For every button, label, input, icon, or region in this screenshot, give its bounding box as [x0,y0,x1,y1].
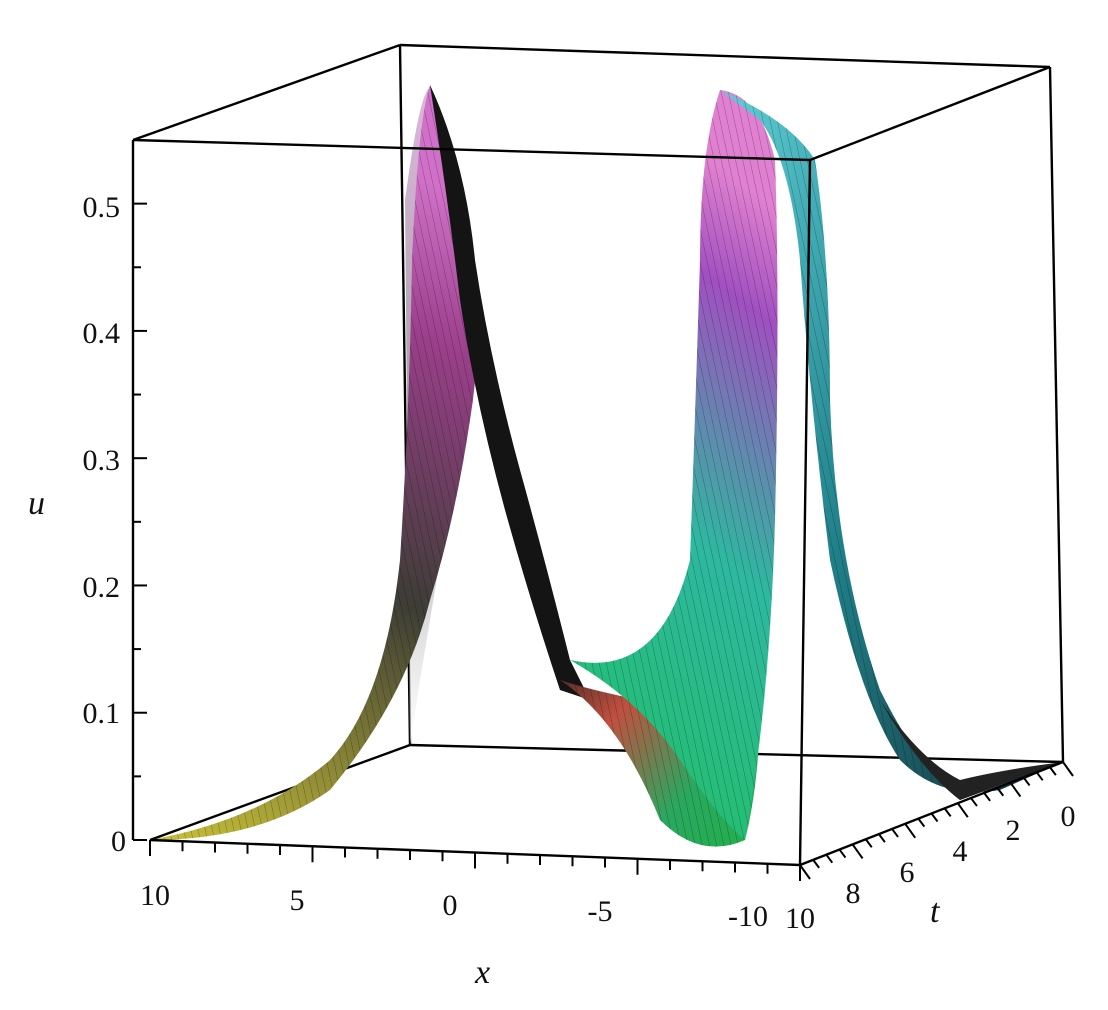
t-tick [812,859,820,869]
axis-ticks [133,139,1074,881]
z-tick-label: 0.3 [83,444,121,477]
t-tick [904,823,917,839]
x-tick-label: 5 [290,884,305,917]
t-tick [983,792,991,802]
z-tick-label: 0.2 [83,571,121,604]
t-tick [943,807,952,817]
z-axis-label: u [28,485,45,522]
z-tick-label: 0.1 [83,697,121,730]
t-tick [878,833,886,843]
t-tick [996,787,1005,797]
t-axis: 10 8 6 4 2 0 t [785,800,1076,935]
t-tick [1022,776,1031,787]
z-axis: 0.5 0.4 0.3 0.2 0.1 0 u [28,191,126,858]
t-tick-label: 4 [953,835,968,868]
surface [150,85,1063,847]
t-tick-label: 0 [1061,800,1076,833]
z-tick-label: 0 [111,825,126,858]
x-tick-label: 10 [140,879,170,912]
t-tick [1009,782,1022,798]
t-tick-label: 8 [846,877,861,910]
z-tick-label: 0.5 [83,191,121,224]
t-tick [864,838,873,848]
t-tick [917,818,926,828]
x-tick-label: -5 [588,895,613,928]
t-tick [891,828,899,838]
x-axis: 10 5 0 -5 -10 x [140,879,768,991]
t-tick [1035,771,1044,781]
x-axis-label: x [474,954,490,991]
z-tick-label: 0.4 [83,317,121,350]
bounding-box-front [131,65,1064,867]
t-tick [851,843,864,859]
t-axis-label: t [930,893,941,930]
t-tick [956,802,969,818]
x-tick-label: 0 [443,889,458,922]
t-tick-label: 10 [785,902,815,935]
t-tick [930,812,939,823]
bounding-box-back [132,43,1065,842]
t-tick [799,864,811,880]
t-tick-label: 2 [1006,814,1021,847]
t-tick [838,848,847,859]
left-peak-ridge [430,85,590,700]
t-tick [1062,761,1074,777]
x-tick-label: -10 [728,900,768,933]
t-tick [825,854,834,864]
t-tick-label: 6 [900,856,915,889]
t-tick [970,797,978,807]
t-tick [1049,766,1057,776]
